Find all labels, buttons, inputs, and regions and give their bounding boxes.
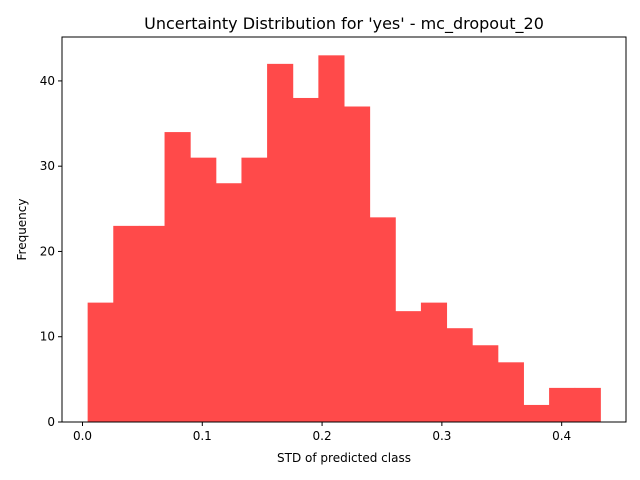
histogram-bar	[190, 157, 217, 422]
x-tick-label: 0.0	[73, 429, 92, 443]
histogram-bar	[395, 311, 422, 422]
histogram-bar	[420, 302, 448, 422]
histogram-bar	[446, 328, 473, 422]
y-tick-label: 40	[40, 74, 55, 88]
histogram-bar	[549, 387, 576, 422]
histogram-bar	[574, 387, 601, 422]
y-axis-label: Frequency	[15, 199, 29, 261]
y-tick-label: 10	[40, 330, 55, 344]
y-tick-label: 20	[40, 244, 55, 258]
histogram-bar	[497, 362, 524, 422]
y-tick-label: 30	[40, 159, 55, 173]
histogram-bar	[523, 404, 550, 422]
x-tick-label: 0.2	[313, 429, 332, 443]
histogram-bar	[292, 97, 319, 422]
histogram-bar	[164, 132, 191, 422]
histogram-bar	[138, 225, 166, 422]
x-axis-label: STD of predicted class	[277, 451, 411, 465]
x-tick-label: 0.4	[552, 429, 571, 443]
histogram-bar	[344, 106, 371, 422]
histogram-bar	[369, 217, 396, 422]
histogram-bar	[318, 55, 345, 422]
histogram-bar	[87, 302, 114, 422]
histogram-bar	[241, 157, 268, 422]
histogram-bar	[267, 63, 294, 422]
y-axis-ticks: 0 10 20 30 40	[40, 74, 62, 429]
x-axis-ticks: 0.0 0.1 0.2 0.3 0.4	[73, 422, 571, 443]
histogram-bar	[472, 345, 499, 422]
x-tick-label: 0.1	[193, 429, 212, 443]
y-tick-label: 0	[47, 415, 55, 429]
histogram-bar	[113, 225, 140, 422]
histogram-bar	[215, 183, 242, 422]
chart-title: Uncertainty Distribution for 'yes' - mc_…	[144, 14, 544, 34]
x-tick-label: 0.3	[432, 429, 451, 443]
plot-area	[87, 55, 601, 422]
plot-frame	[61, 36, 627, 423]
